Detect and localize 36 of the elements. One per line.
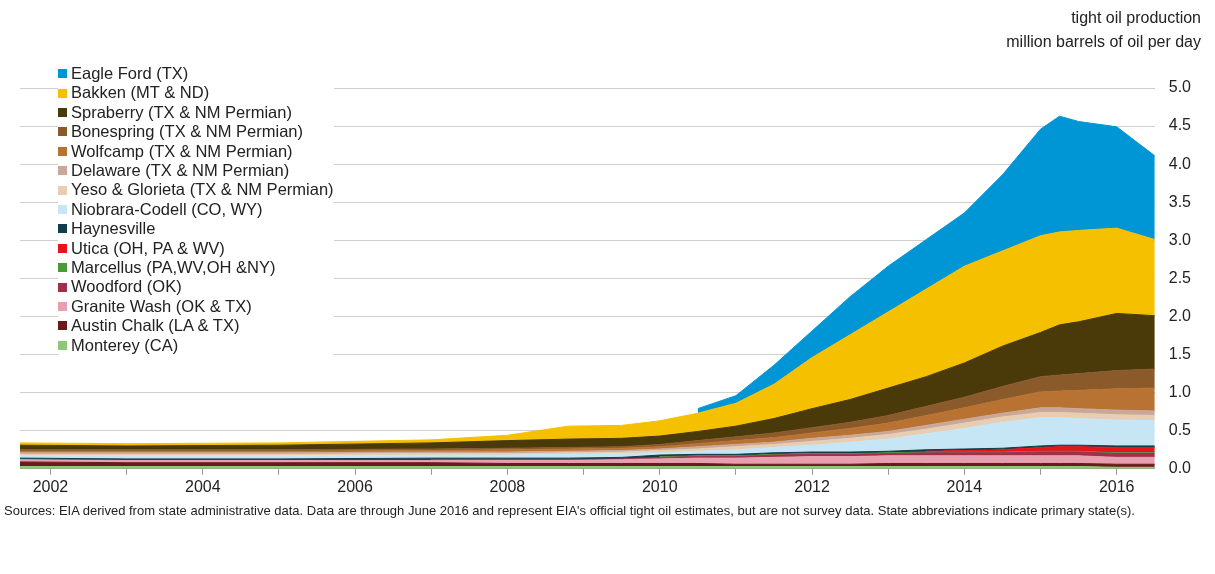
x-tick-label: 2006 xyxy=(337,477,373,495)
y-tick-label: 4.0 xyxy=(1168,154,1192,172)
y-axis-title: tight oil production million barrels of oil per day xyxy=(1006,8,1201,52)
legend-label: Monterey (CA) xyxy=(71,335,179,356)
legend-label: Utica (OH, PA & WV) xyxy=(71,238,225,259)
y-tick-label: 3.5 xyxy=(1168,192,1192,210)
x-tick-label: 2008 xyxy=(489,477,526,495)
x-tick-label: 2016 xyxy=(1098,477,1135,495)
legend-label: Granite Wash (OK & TX) xyxy=(71,296,252,317)
y-tick-label: 0.0 xyxy=(1168,459,1192,477)
x-tick-label: 2012 xyxy=(794,477,830,495)
legend-label: Yeso & Glorieta (TX & NM Permian) xyxy=(71,180,334,200)
legend-label: Niobrara-Codell (CO, WY) xyxy=(71,199,263,220)
x-tick-label: 2002 xyxy=(32,477,69,495)
y-tick-label: 1.5 xyxy=(1168,344,1192,362)
legend-label: Austin Chalk (LA & TX) xyxy=(71,316,240,336)
y-tick-label: 4.5 xyxy=(1168,116,1192,134)
y-tick-label: 1.0 xyxy=(1168,383,1192,401)
legend-label: Bonespring (TX & NM Permian) xyxy=(71,122,303,142)
y-tick-label: 5.0 xyxy=(1168,78,1192,96)
y-tick-label: 0.5 xyxy=(1168,421,1192,439)
legend-label: Bakken (MT & ND) xyxy=(71,83,210,103)
x-tick-label: 2004 xyxy=(184,477,221,495)
legend-label: Marcellus (PA,WV,OH &NY) xyxy=(71,258,276,278)
x-tick-label: 2014 xyxy=(946,477,983,495)
legend-label: Wolfcamp (TX & NM Permian) xyxy=(71,141,293,162)
legend-label: Eagle Ford (TX) xyxy=(71,64,189,84)
x-tick-label: 2010 xyxy=(641,477,678,495)
legend-label: Delaware (TX & NM Permian) xyxy=(71,161,290,181)
legend-label: Haynesville xyxy=(71,219,156,239)
source-note: Sources: EIA derived from state administrative data. Data are through June 2016 and represent EIA's official tight oil estimates, but are not survey data. State abbreviations indicate primary state(s). xyxy=(4,502,1136,520)
y-tick-label: 2.5 xyxy=(1168,268,1192,286)
legend-label: Woodford (OK) xyxy=(71,277,182,297)
y-tick-label: 3.0 xyxy=(1168,230,1192,248)
legend-label: Spraberry (TX & NM Permian) xyxy=(71,102,292,123)
y-tick-label: 2.0 xyxy=(1168,306,1192,324)
